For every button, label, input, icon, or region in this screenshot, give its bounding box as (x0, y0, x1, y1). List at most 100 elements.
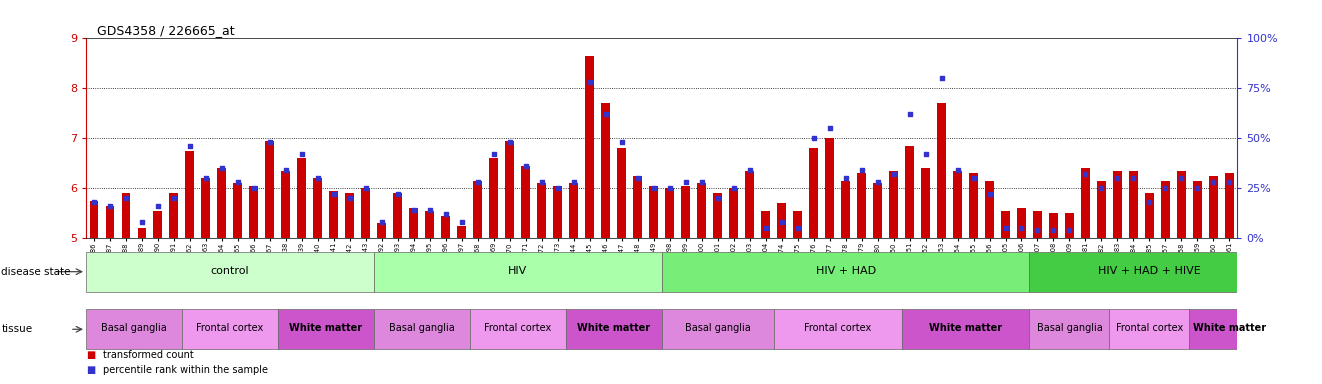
Point (660, 185, 681, 191)
Point (451, 219, 472, 225)
Bar (1050, 213, 1058, 238)
Bar (617, 148, 627, 238)
Point (867, 179, 888, 185)
Bar (345, 193, 354, 238)
Bar (505, 141, 514, 238)
Bar (570, 183, 578, 238)
Point (547, 185, 568, 191)
Bar (857, 173, 866, 238)
Bar (554, 186, 562, 238)
Bar (106, 205, 114, 238)
Point (739, 167, 760, 173)
Bar (777, 203, 787, 238)
Bar (153, 210, 163, 238)
Point (1155, 185, 1177, 191)
Bar (969, 173, 978, 238)
Point (755, 225, 776, 231)
Point (419, 207, 440, 213)
Point (627, 175, 648, 181)
Point (259, 139, 280, 145)
Point (500, 139, 521, 145)
Text: transformed count: transformed count (103, 350, 194, 360)
Bar (217, 168, 226, 238)
Text: White matter: White matter (929, 323, 1002, 333)
Bar (825, 138, 834, 238)
Point (1138, 199, 1159, 205)
Bar (602, 103, 609, 238)
Bar (1192, 180, 1202, 238)
Bar (661, 310, 773, 349)
Bar (1066, 213, 1073, 238)
Point (531, 179, 553, 185)
Point (83, 199, 104, 205)
Bar (906, 146, 914, 238)
Bar (278, 310, 374, 349)
Bar (1190, 310, 1269, 349)
Bar (730, 188, 738, 238)
Text: Basal ganglia: Basal ganglia (685, 323, 751, 333)
Point (483, 151, 504, 157)
Bar (473, 180, 483, 238)
Bar (773, 310, 902, 349)
Bar (469, 310, 566, 349)
Bar (665, 188, 674, 238)
Bar (1109, 310, 1190, 349)
Bar (714, 193, 722, 238)
Point (723, 185, 744, 191)
Point (820, 125, 841, 131)
Point (707, 195, 728, 201)
Text: GDS4358 / 226665_at: GDS4358 / 226665_at (98, 24, 235, 37)
Bar (661, 252, 1030, 291)
Point (836, 175, 857, 181)
Point (324, 191, 345, 197)
Bar (234, 183, 242, 238)
Bar (566, 310, 661, 349)
Text: disease state: disease state (1, 266, 71, 277)
Bar (953, 170, 962, 238)
Point (962, 175, 984, 181)
Point (180, 143, 201, 149)
Text: ■: ■ (86, 350, 95, 360)
Point (802, 135, 824, 141)
Text: HIV + HAD + HIVE: HIV + HAD + HIVE (1099, 266, 1200, 276)
Point (1219, 179, 1240, 185)
Bar (266, 141, 274, 238)
Point (196, 175, 217, 181)
Bar (586, 56, 594, 238)
Point (467, 179, 488, 185)
Bar (1032, 210, 1042, 238)
Bar (185, 151, 194, 238)
Bar (169, 193, 178, 238)
Text: HIV + HAD: HIV + HAD (816, 266, 875, 276)
Bar (1177, 170, 1186, 238)
Bar (90, 200, 98, 238)
Text: ■: ■ (86, 365, 95, 375)
Bar (1030, 310, 1109, 349)
Bar (86, 252, 374, 291)
Bar (1210, 176, 1218, 238)
Bar (1081, 168, 1089, 238)
Bar (426, 210, 434, 238)
Bar (374, 310, 469, 349)
Point (787, 225, 808, 231)
Bar (1225, 173, 1233, 238)
Point (931, 75, 952, 81)
Text: control: control (210, 266, 249, 276)
Text: White matter: White matter (1192, 323, 1266, 333)
Point (691, 179, 713, 185)
Bar (282, 170, 291, 238)
Bar (297, 158, 307, 238)
Point (212, 165, 233, 171)
Point (435, 211, 456, 217)
Bar (137, 228, 147, 238)
Bar (313, 178, 323, 238)
Point (131, 219, 152, 225)
Point (307, 175, 328, 181)
Point (1107, 175, 1128, 181)
Point (371, 219, 393, 225)
Bar (921, 168, 929, 238)
Bar (86, 310, 182, 349)
Bar (1161, 180, 1170, 238)
Bar (122, 193, 131, 238)
Point (115, 195, 136, 201)
